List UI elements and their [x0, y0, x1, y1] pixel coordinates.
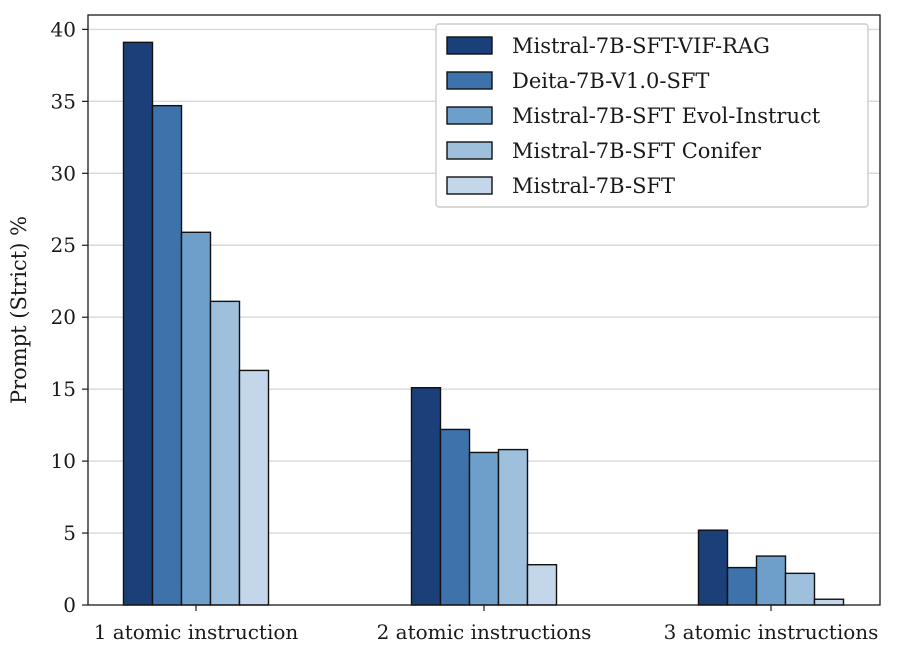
legend-swatch: [446, 106, 493, 125]
y-tick-label: 30: [51, 161, 76, 185]
bars: [122, 41, 845, 606]
legend-label: Mistral-7B-SFT Evol-Instruct: [512, 104, 821, 128]
bar: [209, 300, 241, 606]
y-axis-ticks: 0 5 10 15 20 25 30 35 40: [51, 17, 88, 617]
bar: [180, 231, 212, 606]
y-tick-label: 40: [51, 17, 76, 41]
y-tick-label: 35: [51, 89, 76, 113]
legend-swatch: [446, 71, 493, 90]
x-tick-label: 2 atomic instructions: [377, 620, 592, 644]
bar: [755, 555, 787, 606]
bar: [726, 566, 758, 606]
bar: [526, 564, 558, 606]
legend-swatch: [446, 176, 493, 195]
bar: [697, 529, 729, 606]
bar: [410, 387, 442, 606]
y-tick-label: 15: [51, 377, 76, 401]
legend-swatch: [446, 141, 493, 160]
bar: [497, 448, 529, 606]
y-tick-label: 0: [63, 593, 76, 617]
bar: [468, 451, 500, 606]
legend: Mistral-7B-SFT-VIF-RAG Deita-7B-V1.0-SFT M…: [435, 23, 869, 208]
y-tick-label: 20: [51, 305, 76, 329]
bar: [122, 41, 154, 606]
legend-label: Mistral-7B-SFT Conifer: [512, 139, 762, 163]
y-tick-label: 25: [51, 233, 76, 257]
x-tick-label: 3 atomic instructions: [664, 620, 879, 644]
legend-label: Mistral-7B-SFT: [512, 174, 675, 198]
x-axis-ticks: 1 atomic instruction 2 atomic instruction…: [94, 605, 879, 644]
legend-box: [435, 23, 869, 208]
y-tick-label: 10: [51, 449, 76, 473]
bar: [439, 428, 471, 606]
legend-label: Mistral-7B-SFT-VIF-RAG: [512, 34, 770, 58]
bar: [784, 572, 816, 606]
legend-swatch: [446, 36, 493, 55]
bar: [813, 598, 845, 606]
y-tick-label: 5: [63, 521, 76, 545]
bar: [151, 104, 183, 606]
legend-label: Deita-7B-V1.0-SFT: [512, 69, 709, 93]
y-axis-label: Prompt (Strict) %: [7, 216, 31, 404]
bar: [238, 369, 270, 606]
x-tick-label: 1 atomic instruction: [94, 620, 299, 644]
